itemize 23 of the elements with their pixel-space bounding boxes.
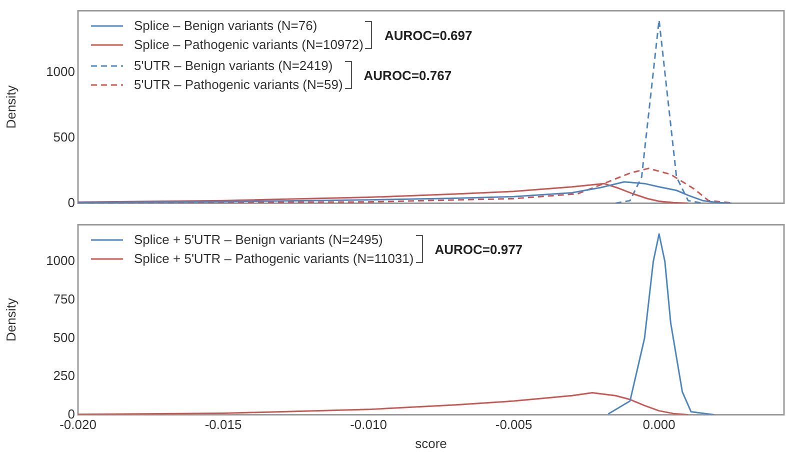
y-axis-title: Density — [3, 298, 18, 342]
y-tick-label: 250 — [53, 368, 75, 384]
y-tick-label: 1000 — [46, 253, 75, 268]
legend-label: Splice + 5'UTR – Pathogenic variants (N=11031) — [134, 251, 414, 266]
y-tick-label: 1000 — [46, 64, 75, 79]
annotation: AUROC=0.697 — [384, 28, 472, 42]
x-tick-label: -0.010 — [350, 417, 387, 432]
annotation: AUROC=0.977 — [434, 242, 523, 256]
y-tick-label: 750 — [53, 291, 75, 306]
y-tick-label: 500 — [53, 330, 75, 345]
x-tick-label: -0.005 — [495, 417, 532, 432]
x-axis-title: score — [415, 436, 447, 451]
x-tick-label: 0.000 — [642, 417, 676, 432]
legend-label: 5'UTR – Pathogenic variants (N=59) — [134, 77, 343, 92]
legend-label: 5'UTR – Benign variants (N=2419) — [134, 58, 333, 73]
annotation: AUROC=0.767 — [364, 68, 452, 82]
y-axis-title: Density — [3, 84, 18, 129]
x-tick-label: -0.015 — [204, 417, 242, 432]
legend-label: Splice + 5'UTR – Benign variants (N=2495) — [134, 232, 383, 247]
legend-label: Splice – Pathogenic variants (N=10972) — [134, 37, 364, 52]
y-tick-label: 500 — [53, 129, 75, 144]
y-tick-label: 0 — [68, 194, 75, 210]
legend-label: Splice – Benign variants (N=76) — [134, 18, 318, 33]
